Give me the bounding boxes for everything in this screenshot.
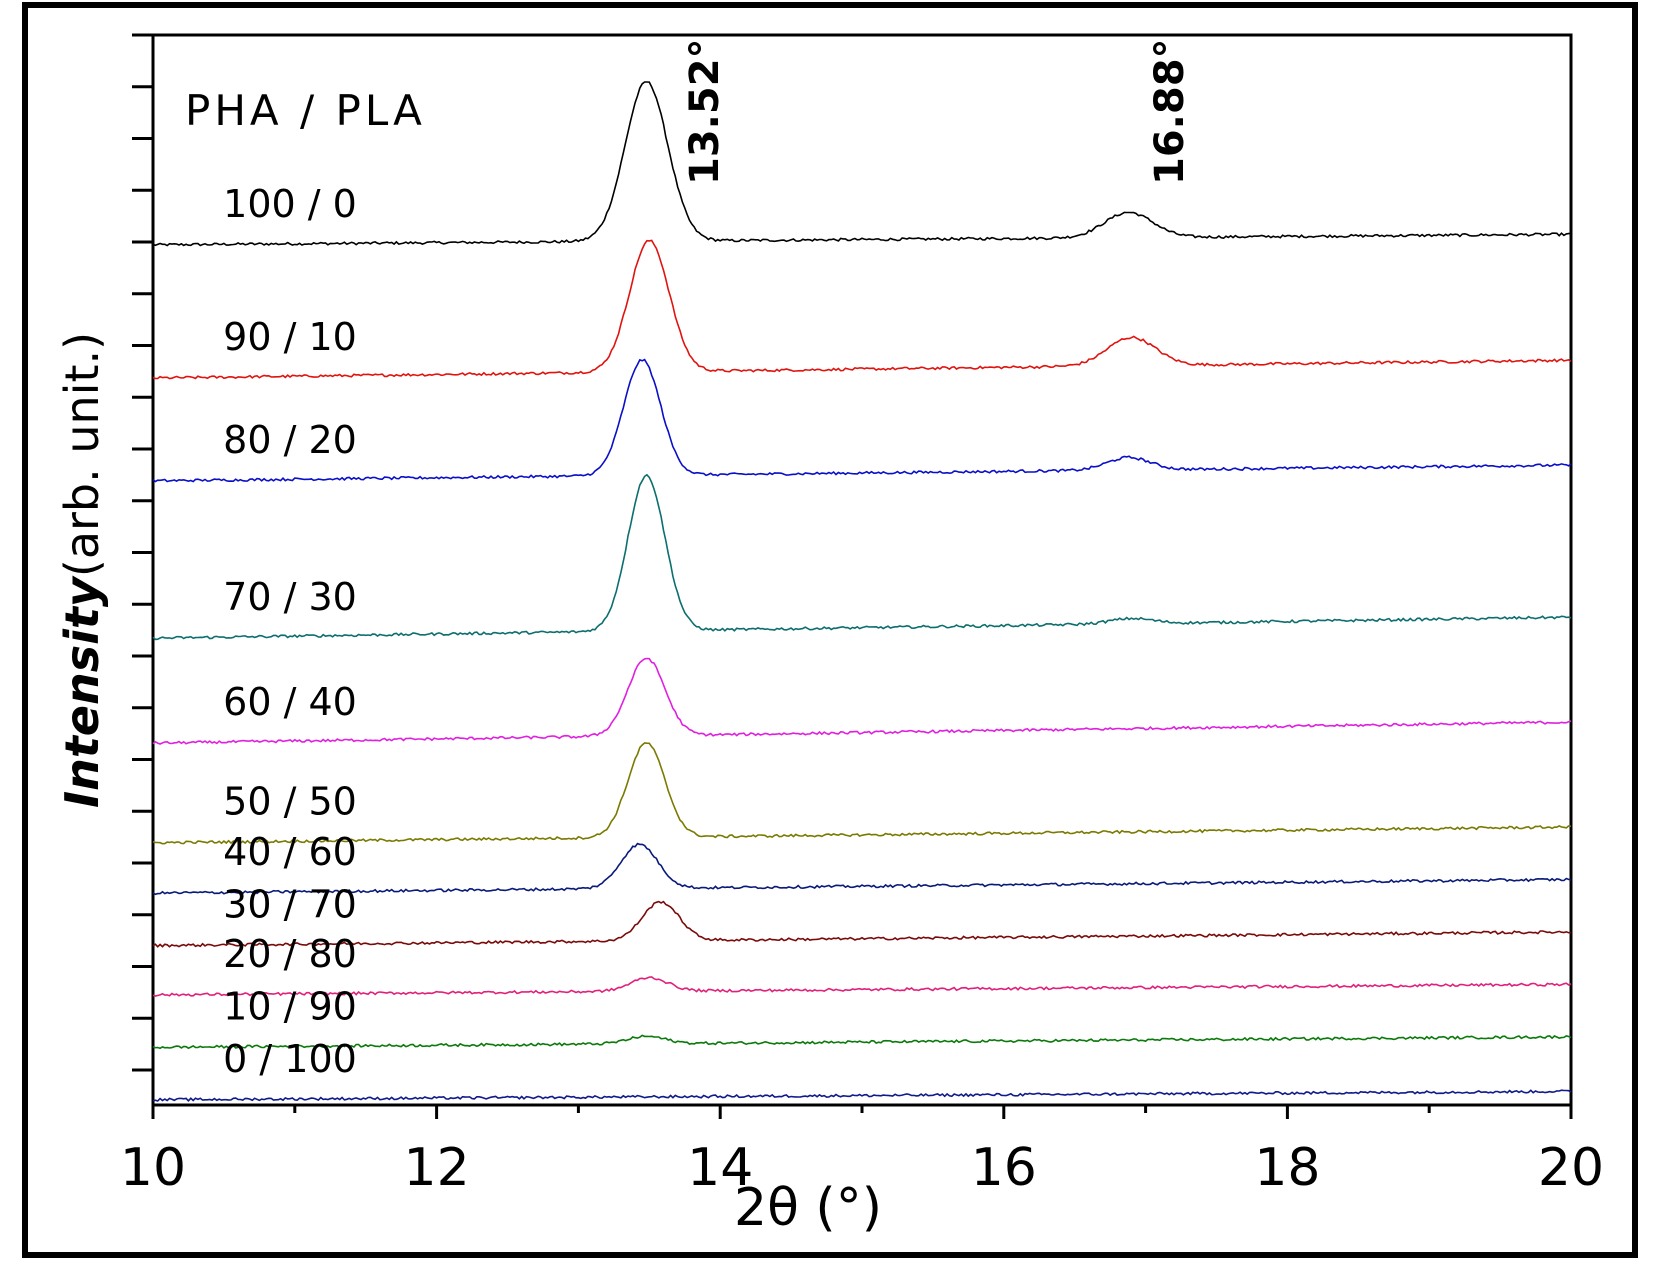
tick-layer [132, 33, 1573, 1119]
series-layer [152, 81, 1572, 1102]
peak-annotation-0: 13.52° [682, 38, 728, 185]
series-line-5 [152, 742, 1572, 845]
y-axis-title-rest: (arb. unit.) [55, 332, 109, 577]
series-label-7: 30 / 70 [223, 883, 357, 927]
series-line-10 [152, 1089, 1572, 1102]
series-line-2 [152, 358, 1572, 483]
label-layer: 100 / 0 90 / 10 80 / 20 70 / 30 60 / 40 50 / … [55, 38, 1604, 1238]
series-label-2: 80 / 20 [223, 418, 357, 462]
x-tick-label-10: 10 [120, 1138, 186, 1198]
series-line-6 [152, 842, 1572, 896]
series-label-6: 40 / 60 [223, 830, 357, 874]
series-label-1: 90 / 10 [223, 315, 357, 359]
series-line-0 [152, 81, 1572, 247]
series-line-9 [152, 1034, 1572, 1050]
series-line-7 [152, 900, 1572, 948]
x-axis-title: 2θ (°) [734, 1178, 882, 1238]
series-label-4: 60 / 40 [223, 680, 357, 724]
series-label-3: 70 / 30 [223, 575, 357, 619]
y-axis-title: Intensity(arb. unit.) [55, 332, 109, 808]
y-axis-title-italic: Intensity [55, 575, 109, 808]
series-line-1 [152, 239, 1572, 380]
outer-frame [22, 2, 1638, 1258]
x-tick-label-20: 20 [1538, 1138, 1604, 1198]
peak-annotation-1: 16.88° [1147, 38, 1193, 185]
series-label-9: 10 / 90 [223, 984, 357, 1028]
series-label-0: 100 / 0 [223, 182, 357, 226]
x-tick-label-18: 18 [1254, 1138, 1320, 1198]
series-label-8: 20 / 80 [223, 932, 357, 976]
series-line-3 [152, 473, 1572, 641]
series-label-10: 0 / 100 [223, 1037, 357, 1081]
series-line-8 [152, 976, 1572, 997]
legend-title: PHA / PLA [185, 86, 426, 135]
plot-area-frame [151, 33, 1573, 1107]
x-tick-label-12: 12 [404, 1138, 470, 1198]
x-tick-label-16: 16 [971, 1138, 1037, 1198]
series-label-5: 50 / 50 [223, 780, 357, 824]
x-tick-label-14: 14 [687, 1138, 753, 1198]
series-line-4 [152, 657, 1572, 745]
